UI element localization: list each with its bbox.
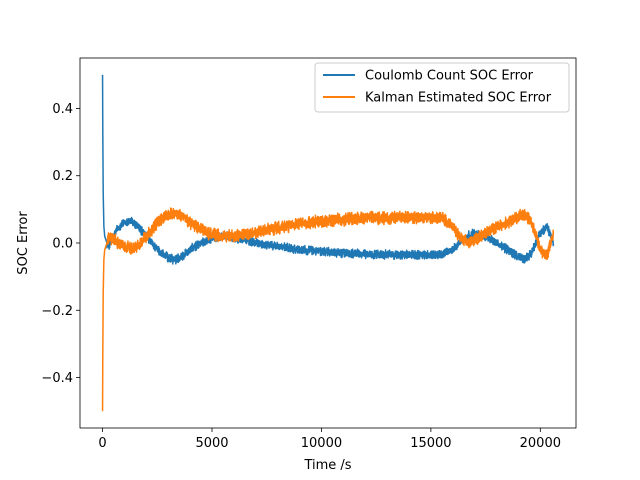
- x-tick-label: 15000: [410, 436, 451, 451]
- y-axis-label: SOC Error: [16, 211, 31, 275]
- series-layer: [101, 74, 555, 412]
- x-tick-label: 0: [98, 436, 106, 451]
- y-axis: −0.4 −0.2 0.0 0.2 0.4: [41, 102, 80, 386]
- legend-label-kalman: Kalman Estimated SOC Error: [365, 91, 552, 106]
- legend: Coulomb Count SOC Error Kalman Estimated…: [314, 62, 570, 113]
- legend-box: [314, 62, 570, 113]
- legend-label-coulomb: Coulomb Count SOC Error: [365, 69, 534, 84]
- y-tick-label: −0.2: [41, 304, 73, 319]
- y-tick-label: 0.0: [52, 237, 73, 252]
- x-tick-label: 5000: [195, 436, 228, 451]
- y-tick-label: 0.4: [52, 102, 73, 117]
- x-axis-label: Time /s: [303, 458, 351, 473]
- y-tick-label: 0.2: [52, 169, 73, 184]
- x-tick-label: 10000: [301, 436, 342, 451]
- series-line-1: [101, 207, 555, 412]
- x-axis: 0 5000 10000 15000 20000: [98, 428, 561, 451]
- x-tick-label: 20000: [520, 436, 561, 451]
- y-tick-label: −0.4: [41, 371, 73, 386]
